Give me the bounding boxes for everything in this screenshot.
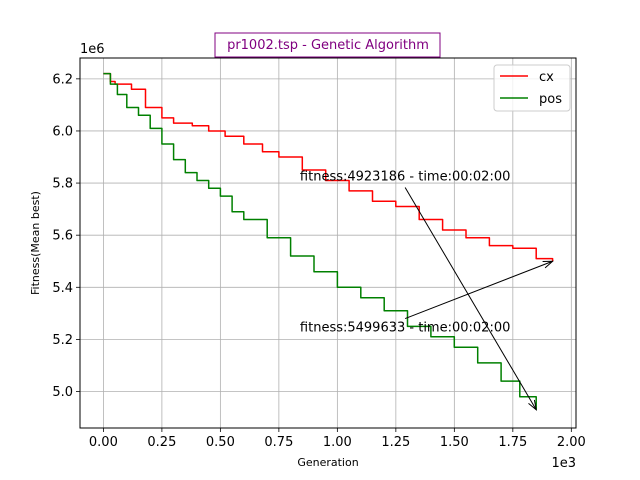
x-axis-label: Generation (297, 456, 358, 469)
axes-ticks: 0.00 0.25 0.50 0.75 1.00 1.25 1.50 1.75 2.00 5.0 5… (52, 72, 585, 450)
annotation-text: fitness:5499633 - time:00:02:00 (300, 321, 510, 336)
y-tick-label: 5.8 (52, 177, 73, 192)
y-tick-label: 5.4 (52, 281, 73, 296)
annotation-arrow-line (404, 187, 537, 411)
title-box (214, 32, 441, 58)
x-tick-label: 0.25 (147, 435, 176, 450)
chart-title-text: pr1002.tsp - Genetic Algorithm (227, 38, 429, 53)
chart-title: pr1002.tsp - Genetic Algorithm (214, 32, 441, 58)
x-tick-label: 0.00 (89, 435, 118, 450)
series-layer (103, 72, 554, 410)
x-tick-label: 1.25 (381, 435, 410, 450)
x-tick-label: 0.50 (206, 435, 235, 450)
y-tick-label: 6.2 (52, 72, 73, 87)
y-axis-label: Fitness(Mean best) (29, 191, 42, 295)
x-tick-label: 1.75 (498, 435, 527, 450)
y-offset-label: 1e6 (80, 42, 105, 57)
y-tick-label: 6.0 (52, 124, 73, 139)
x-tick-label: 1.00 (323, 435, 352, 450)
x-tick-label: 1.50 (440, 435, 469, 450)
annotation-arrow-head (528, 399, 537, 412)
annotation-arrow-line (404, 260, 553, 320)
series-line-cx (103, 72, 554, 262)
x-offset-label: 1e3 (551, 456, 576, 471)
y-tick-label: 5.2 (52, 333, 73, 348)
legend-label-cx: cx (539, 70, 554, 85)
legend: cx pos (493, 64, 571, 112)
x-tick-label: 0.75 (264, 435, 293, 450)
y-tick-label: 5.6 (52, 229, 73, 244)
grid (80, 58, 576, 428)
series-line-pos (103, 72, 537, 410)
annotation-text: fitness:4923186 - time:00:02:00 (300, 169, 510, 184)
plot-frame (79, 57, 577, 429)
annotations: fitness:4923186 - time:00:02:00 fitness:5… (300, 169, 554, 412)
y-tick-label: 5.0 (52, 385, 73, 400)
annotation-arrow-head (542, 260, 554, 269)
x-tick-label: 2.00 (557, 435, 586, 450)
legend-label-pos: pos (539, 92, 562, 107)
